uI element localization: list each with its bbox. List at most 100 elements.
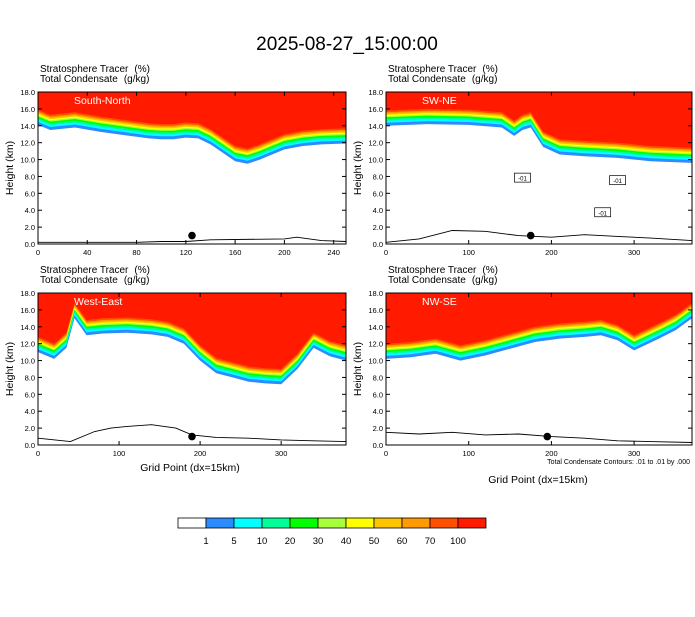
colorbar-label: 1 — [203, 536, 208, 547]
svg-text:Total Condensate(g/kg): Total Condensate (g/kg) — [40, 275, 149, 286]
ytick-label: 14.0 — [20, 122, 35, 131]
xtick-label: 100 — [113, 449, 126, 458]
xtick-label: 200 — [194, 449, 207, 458]
ytick-label: 8.0 — [25, 172, 35, 181]
colorbar-label: 30 — [313, 536, 324, 547]
ytick-label: 12.0 — [368, 340, 383, 349]
svg-text:Total Condensate(g/kg): Total Condensate (g/kg) — [40, 74, 149, 85]
colorbar-swatch — [429, 517, 459, 529]
condensate-label-2: Total Condensate — [388, 74, 466, 85]
ytick-label: 0.0 — [373, 240, 383, 249]
xtick-label: 0 — [384, 449, 388, 458]
xtick-label: 0 — [384, 248, 388, 257]
terrain-line-3 — [38, 424, 346, 443]
colorbar-swatch — [317, 517, 347, 529]
svg-text:Stratosphere Tracer(%): Stratosphere Tracer (%) — [40, 265, 150, 276]
ytick-label: 18.0 — [20, 88, 35, 97]
ytick-label: 16.0 — [20, 306, 35, 315]
condensate-unit-2: (g/kg) — [472, 74, 498, 85]
ytick-label: 14.0 — [20, 323, 35, 332]
ytick-label: 0.0 — [25, 240, 35, 249]
ytick-label: 12.0 — [20, 340, 35, 349]
tracer-field-3 — [38, 293, 346, 385]
ytick-label: 16.0 — [20, 105, 35, 114]
ytick-label: 6.0 — [373, 390, 383, 399]
xtick-label: 300 — [628, 449, 641, 458]
ytick-label: 10.0 — [20, 156, 35, 165]
tracer-field-1 — [38, 92, 346, 164]
svg-text:Stratosphere Tracer(%): Stratosphere Tracer (%) — [388, 265, 498, 276]
tracer-label-4: Stratosphere Tracer — [388, 265, 477, 276]
ytick-label: 4.0 — [25, 206, 35, 215]
ytick-label: 12.0 — [20, 139, 35, 148]
panel-3: 0.0 2.0 4.0 6.0 8.0 10.0 12.0 14.0 16.0 18.0 0 100 2… — [20, 289, 347, 458]
ytick-label: 8.0 — [25, 373, 35, 382]
colorbar-swatch — [345, 517, 375, 529]
panel-name-2: SW-NE — [422, 95, 457, 107]
colorbar-swatch — [205, 517, 235, 529]
xtick-label: 200 — [545, 248, 558, 257]
xtick-label: 0 — [36, 248, 40, 257]
panel-name-3: West-East — [74, 296, 122, 308]
panel-header-3: Stratosphere Tracer (%) Total Condensate (… — [40, 265, 150, 286]
tracer-label-3: Stratosphere Tracer — [40, 265, 129, 276]
plot-frame-1 — [37, 91, 347, 245]
svg-text:Stratosphere Tracer(%): Stratosphere Tracer (%) — [388, 64, 498, 75]
contour-label-box — [594, 207, 612, 218]
ytick-label: 18.0 — [20, 289, 35, 298]
tracer-band-10 — [38, 293, 346, 369]
contour-note: Total Condensate Contours: .01 to .01 by… — [547, 459, 690, 466]
ytick-label: 0.0 — [373, 441, 383, 450]
xtick-label: 100 — [462, 449, 475, 458]
panels: 0.0 2.0 4.0 6.0 8.0 10.0 12.0 14.0 16.0 18.0 0 40 80… — [20, 88, 693, 458]
location-marker-4 — [543, 432, 552, 441]
svg-text:Stratosphere Tracer(%): Stratosphere Tracer (%) — [40, 64, 150, 75]
ytick-label: 6.0 — [25, 189, 35, 198]
ytick-label: 18.0 — [368, 88, 383, 97]
xtick-label: 100 — [462, 248, 475, 257]
tracer-band-10 — [38, 92, 346, 149]
terrain-line-1 — [38, 236, 346, 243]
ytick-label: 0.0 — [25, 441, 35, 450]
xtick-label: 200 — [545, 449, 558, 458]
plot-frame-2 — [385, 91, 693, 245]
colorbar-swatch — [289, 517, 319, 529]
ytick-label: 4.0 — [373, 206, 383, 215]
tracer-label-1: Stratosphere Tracer — [40, 64, 129, 75]
panel-header-2: Stratosphere Tracer (%) Total Condensate (… — [388, 64, 498, 85]
xtick-label: 240 — [327, 248, 340, 257]
tracer-unit-1: (%) — [134, 64, 150, 75]
ytick-label: 10.0 — [368, 357, 383, 366]
tracer-band-10 — [386, 293, 692, 346]
xtick-label: 120 — [180, 248, 193, 257]
tracer-band-10 — [386, 92, 692, 148]
ytick-label: 4.0 — [25, 407, 35, 416]
contour-label-box — [609, 175, 626, 186]
panel-4: 0.0 2.0 4.0 6.0 8.0 10.0 12.0 14.0 16.0 18.0 0 100 2… — [368, 289, 693, 458]
ytick-label: 2.0 — [373, 223, 383, 232]
colorbar-label: 100 — [450, 536, 466, 547]
location-marker-3 — [188, 432, 196, 441]
panel-1: 0.0 2.0 4.0 6.0 8.0 10.0 12.0 14.0 16.0 18.0 0 40 80… — [20, 88, 347, 257]
svg-text:Total Condensate(g/kg): Total Condensate (g/kg) — [388, 74, 497, 85]
xlabel-left: Grid Point (dx=15km) — [140, 462, 240, 474]
panel-name-4: NW-SE — [422, 296, 457, 308]
panel-header-4: Stratosphere Tracer (%) Total Condensate (… — [388, 265, 498, 286]
ytick-label: 8.0 — [373, 373, 383, 382]
condensate-unit-1: (g/kg) — [124, 74, 150, 85]
xtick-label: 80 — [132, 248, 140, 257]
xtick-label: 160 — [229, 248, 242, 257]
contour-label: -01 — [518, 177, 527, 183]
xlabel-right: Grid Point (dx=15km) — [488, 474, 588, 486]
tracer-field-2 — [386, 92, 692, 163]
svg-text:Total Condensate(g/kg): Total Condensate (g/kg) — [388, 275, 497, 286]
colorbar-label: 50 — [369, 536, 380, 547]
ytick-label: 14.0 — [368, 122, 383, 131]
colorbar-swatch — [457, 517, 487, 529]
ytick-label: 2.0 — [25, 424, 35, 433]
condensate-label-1: Total Condensate — [40, 74, 118, 85]
ylabel-2: Height (km) — [352, 141, 364, 195]
colorbar-label: 60 — [397, 536, 408, 547]
condensate-unit-4: (g/kg) — [472, 275, 498, 286]
